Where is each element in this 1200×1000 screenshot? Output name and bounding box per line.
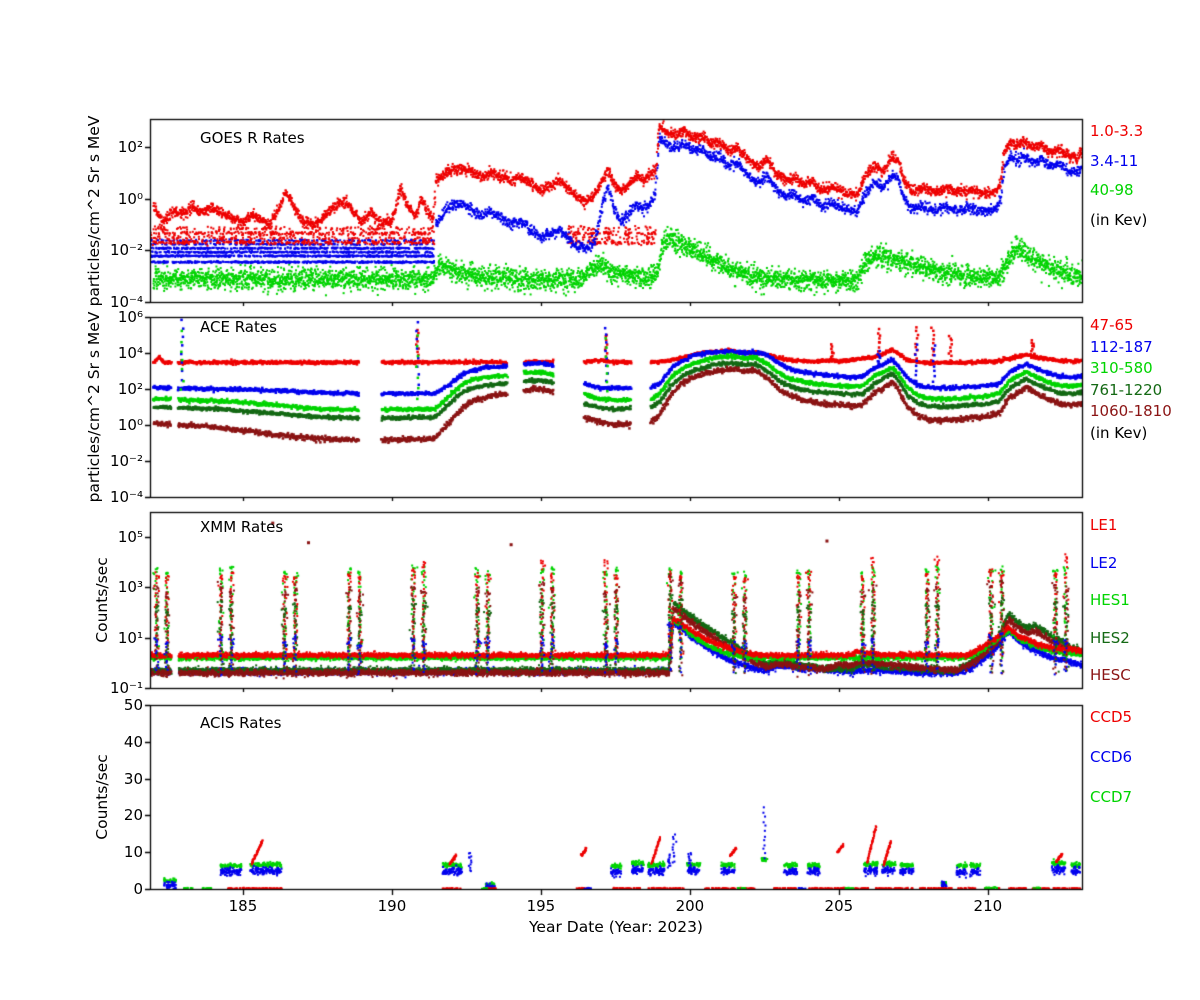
plot-canvas [0,0,1200,1000]
figure: Year Date (Year: 2023) GOES R Rates parti… [0,0,1200,1000]
